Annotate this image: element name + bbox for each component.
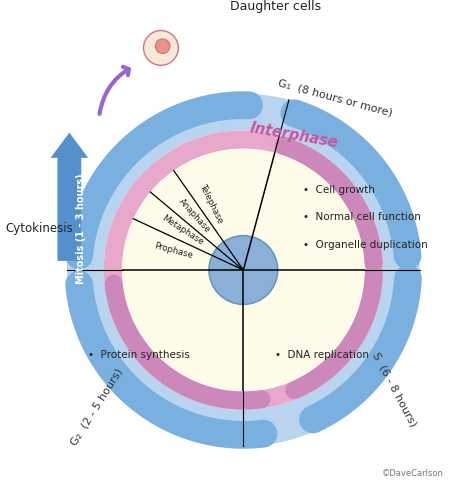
Text: •  Organelle duplication: • Organelle duplication bbox=[303, 240, 428, 250]
Text: •  DNA replication: • DNA replication bbox=[275, 350, 369, 360]
Circle shape bbox=[122, 149, 365, 391]
Text: Mitosis (1 - 3 hours): Mitosis (1 - 3 hours) bbox=[76, 173, 86, 284]
Polygon shape bbox=[110, 274, 120, 293]
Text: G₂  (2 - 5 hours): G₂ (2 - 5 hours) bbox=[69, 367, 124, 448]
Circle shape bbox=[209, 236, 278, 304]
Text: Telephase: Telephase bbox=[198, 183, 225, 226]
Polygon shape bbox=[237, 98, 261, 112]
Text: Daughter cells: Daughter cells bbox=[230, 0, 321, 13]
FancyArrow shape bbox=[51, 132, 88, 261]
Text: Interphase: Interphase bbox=[248, 120, 339, 150]
Text: •  Cell growth: • Cell growth bbox=[303, 185, 375, 195]
Text: •  Normal cell function: • Normal cell function bbox=[303, 212, 421, 222]
Circle shape bbox=[155, 39, 170, 53]
Text: Cytokinesis: Cytokinesis bbox=[6, 222, 73, 235]
Wedge shape bbox=[67, 94, 420, 446]
Polygon shape bbox=[400, 243, 413, 267]
Circle shape bbox=[183, 0, 212, 26]
Text: Metaphase: Metaphase bbox=[160, 214, 205, 247]
Text: G₁  (8 hours or more): G₁ (8 hours or more) bbox=[277, 78, 393, 119]
Text: Anaphase: Anaphase bbox=[177, 197, 212, 235]
Circle shape bbox=[193, 3, 205, 16]
Text: •  Protein synthesis: • Protein synthesis bbox=[88, 350, 190, 360]
Wedge shape bbox=[104, 130, 383, 410]
Circle shape bbox=[143, 30, 178, 65]
Polygon shape bbox=[74, 272, 87, 297]
Text: ©DaveCarlson: ©DaveCarlson bbox=[382, 469, 444, 478]
Text: S  (6 - 8 hours): S (6 - 8 hours) bbox=[370, 350, 418, 428]
Text: Prophase: Prophase bbox=[153, 242, 193, 260]
Polygon shape bbox=[368, 254, 378, 272]
